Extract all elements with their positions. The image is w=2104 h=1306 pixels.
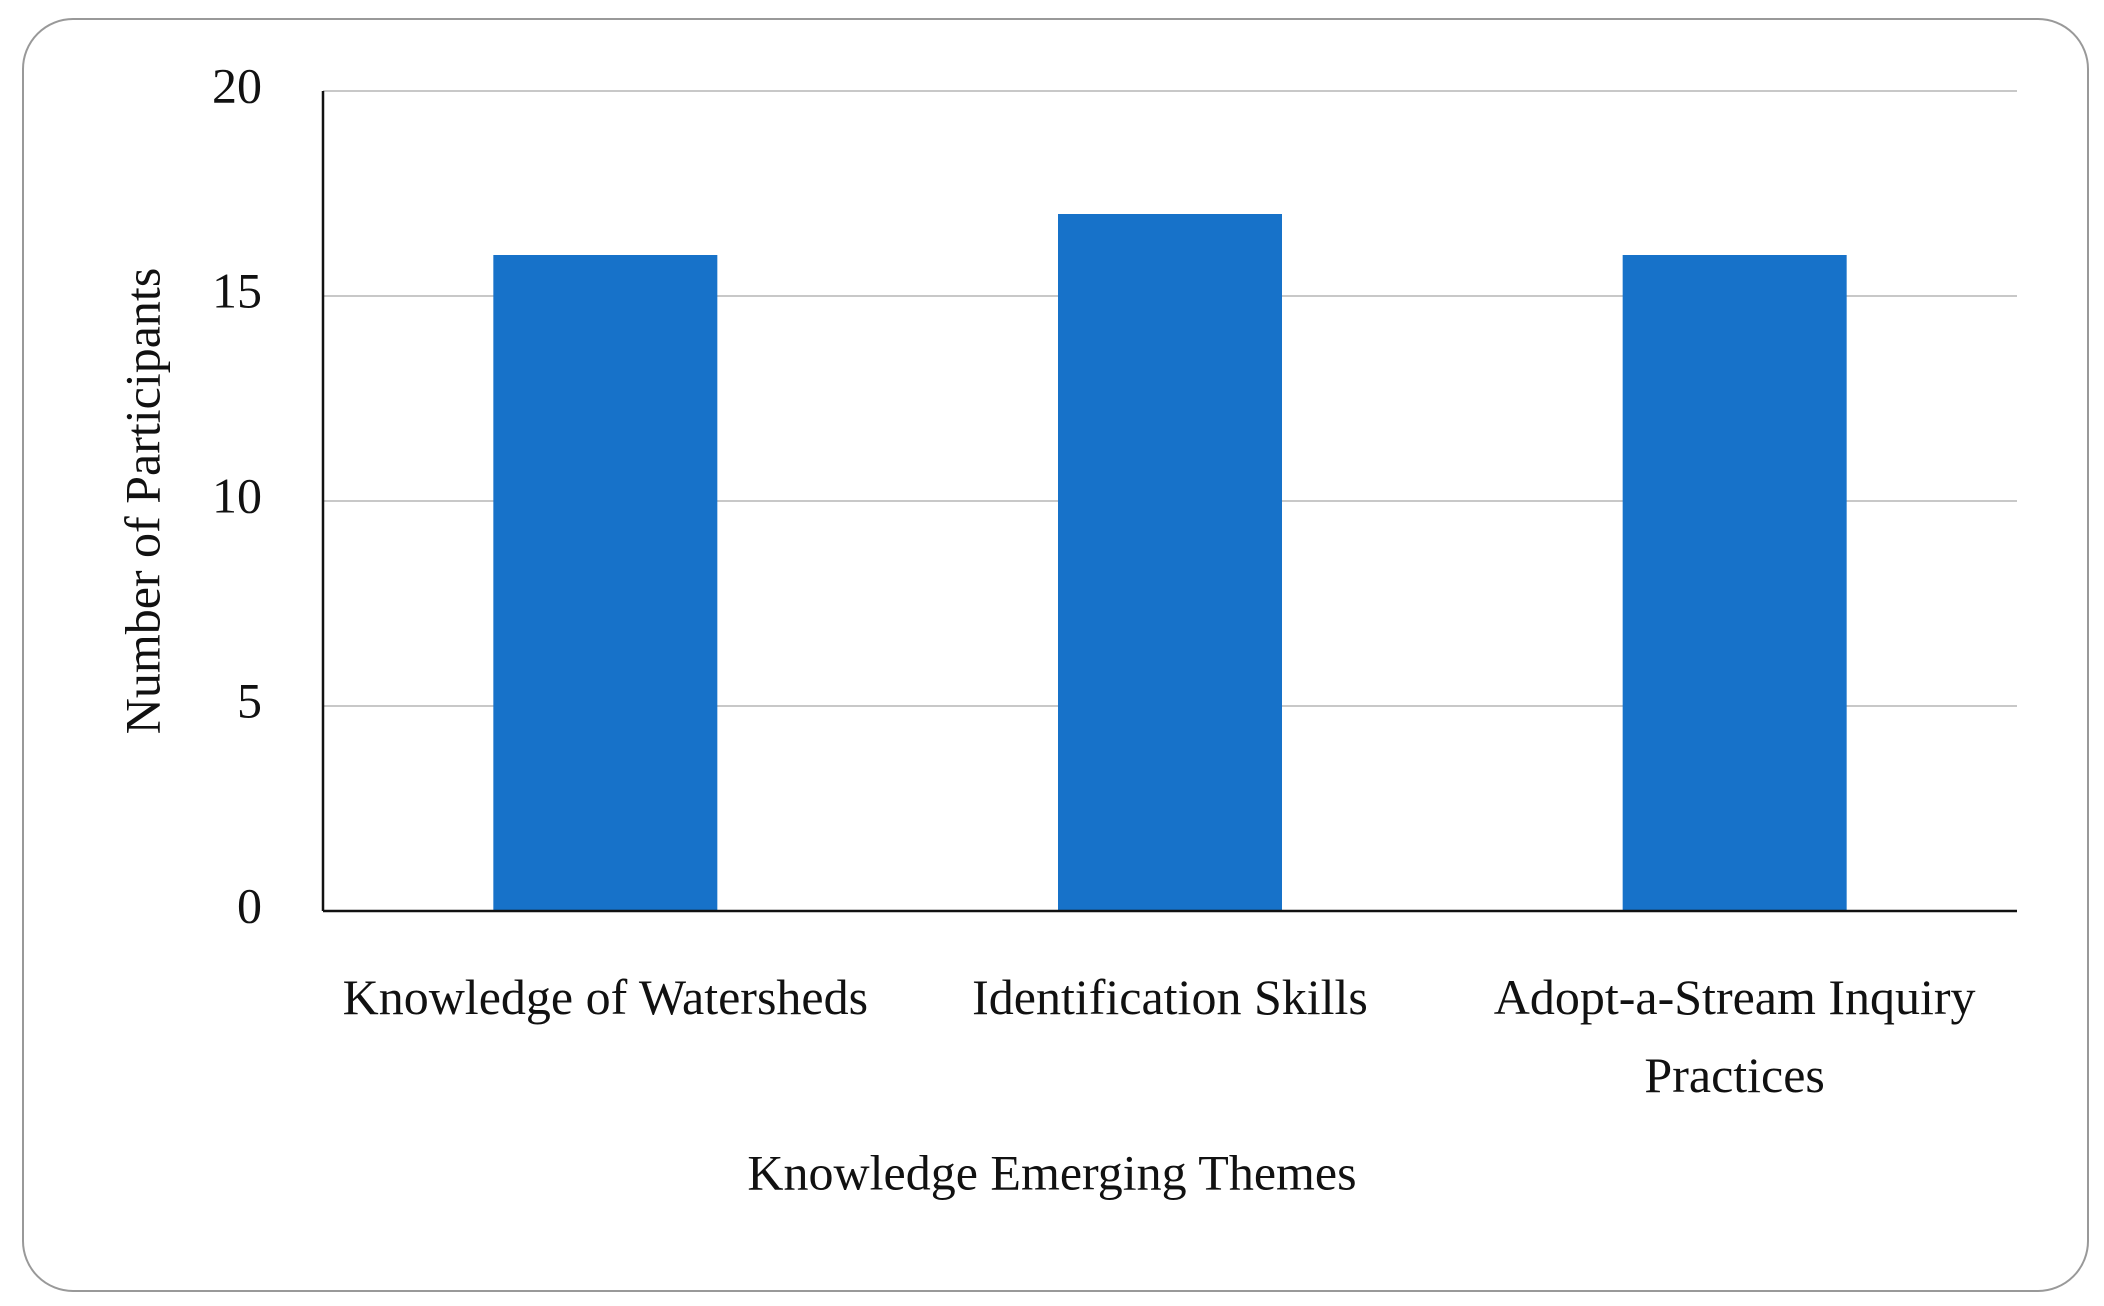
bar: [1622, 255, 1847, 911]
y-tick-label: 20: [212, 57, 262, 113]
x-axis-title: Knowledge Emerging Themes: [747, 1144, 1356, 1200]
y-tick-label: 10: [212, 467, 262, 523]
y-tick-label: 0: [237, 877, 262, 933]
y-axis-title: Number of Participants: [114, 268, 170, 735]
x-tick-label: Adopt-a-Stream Inquiry Practices: [1493, 969, 1976, 1103]
bar: [1058, 214, 1282, 911]
y-tick-label: 15: [212, 262, 262, 318]
bar: [493, 255, 718, 911]
x-tick-label: Knowledge of Watersheds: [342, 969, 869, 1025]
y-tick-label: 5: [237, 672, 262, 728]
x-tick-label: Identification Skills: [972, 969, 1368, 1025]
